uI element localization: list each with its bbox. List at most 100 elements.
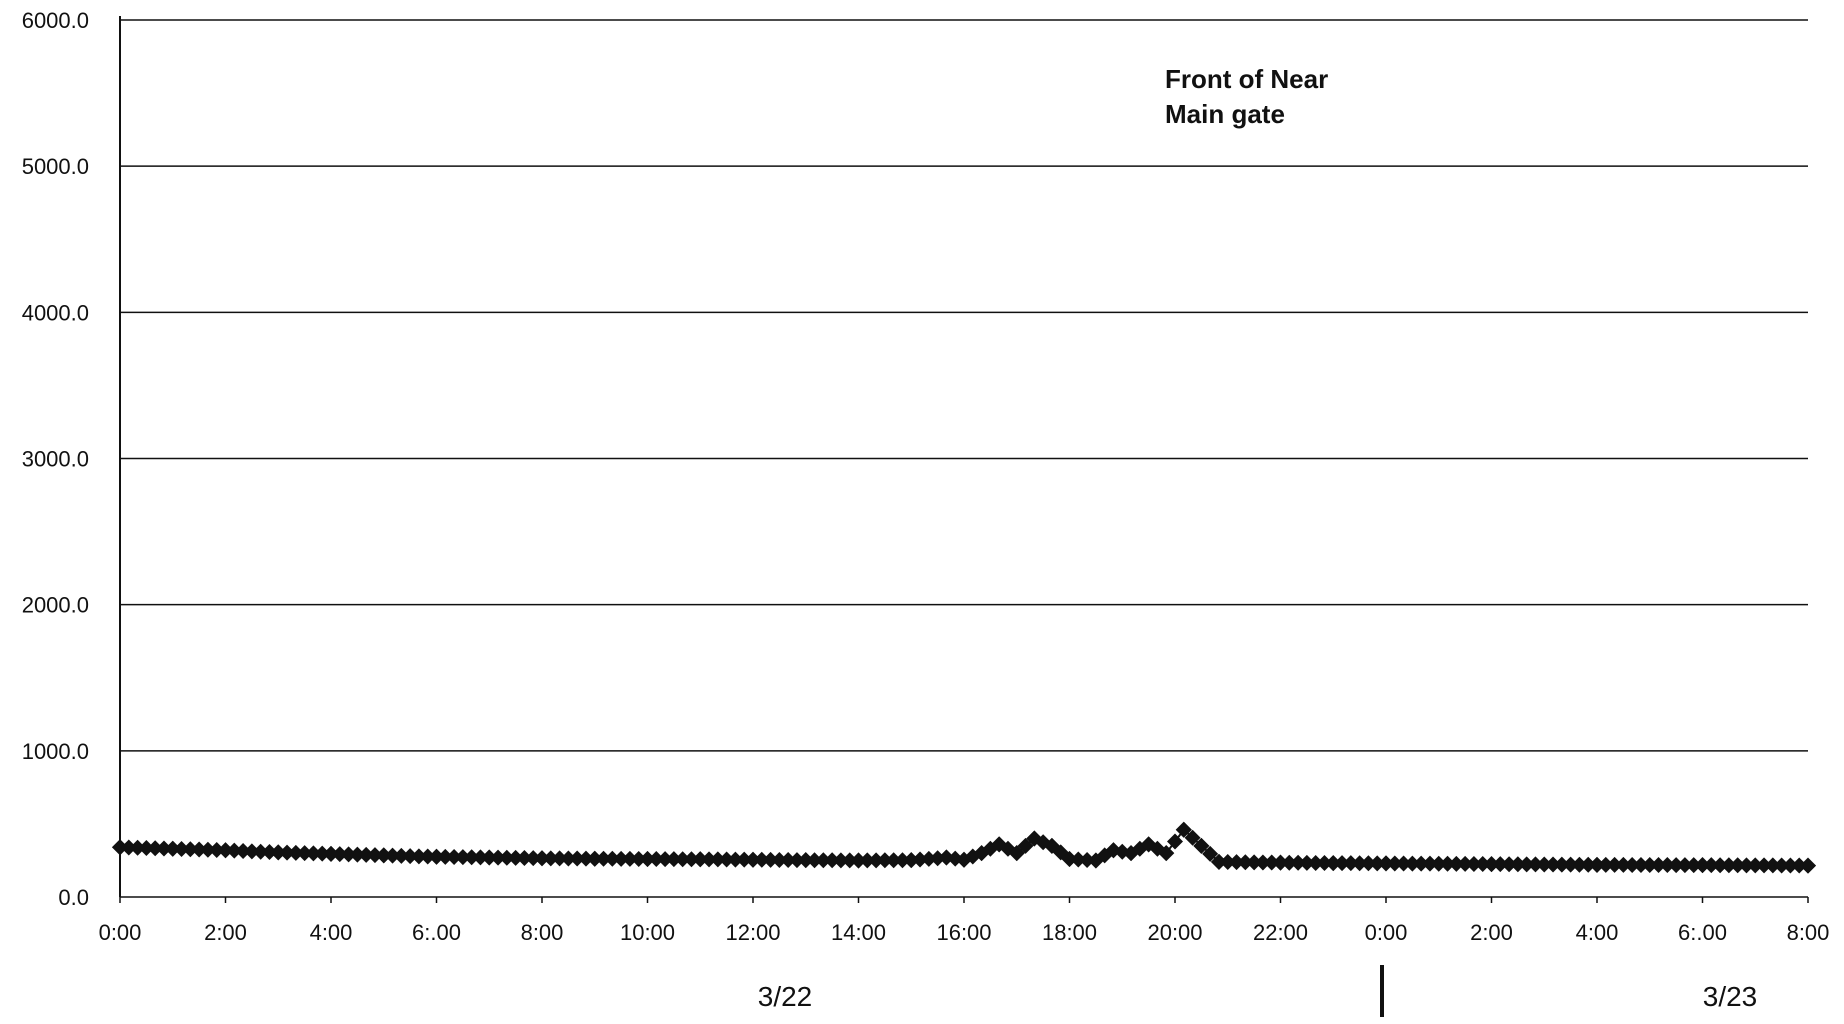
data-point-marker [885,852,902,869]
series-diamond-markers [112,821,1816,874]
data-point-marker [1527,856,1544,873]
data-point-marker [507,849,524,866]
data-point-marker [1562,856,1579,873]
data-point-marker [1615,856,1632,873]
data-point-marker [894,852,911,869]
data-point-marker [1202,845,1219,862]
data-point-marker [1782,857,1799,874]
data-point-marker [454,849,471,866]
data-point-marker [437,848,454,865]
data-point-marker [850,852,867,869]
data-point-marker [1694,857,1711,874]
x-tick-label: 10:00 [620,920,675,945]
data-point-marker [815,852,832,869]
data-point-marker [1210,853,1227,870]
data-point-marker [859,852,876,869]
data-point-marker [665,851,682,868]
data-point-marker [1254,854,1271,871]
x-tick-label: 8:00 [1787,920,1830,945]
data-point-marker [112,839,128,856]
data-point-marker [1483,856,1500,873]
data-point-marker [1298,854,1315,871]
data-point-marker [551,850,568,867]
data-point-marker [780,852,797,869]
data-point-marker [639,850,656,867]
data-point-marker [929,850,946,867]
data-point-marker [261,844,278,861]
data-point-marker [709,851,726,868]
data-point-marker [349,846,366,863]
data-point-marker [1545,856,1562,873]
data-point-marker [868,852,885,869]
data-point-marker [788,852,805,869]
data-point-marker [1659,857,1676,874]
data-point-marker [595,850,612,867]
data-point-marker [419,848,436,865]
data-point-marker [498,849,515,866]
x-tick-label: 4:00 [310,920,353,945]
data-point-marker [314,845,331,862]
data-point-marker [199,841,216,858]
data-point-marker [252,843,269,860]
data-point-marker [393,847,410,864]
data-point-marker [1448,855,1465,872]
data-point-marker [1167,833,1183,850]
gridlines [120,19,1808,898]
data-point-marker [727,851,744,868]
data-point-marker [1413,855,1430,872]
data-point-marker [920,850,937,867]
data-point-marker [305,845,322,862]
data-point-marker [1624,856,1641,873]
data-point-marker [1474,856,1491,873]
data-point-marker [1421,855,1438,872]
data-point-marker [657,851,674,868]
data-point-marker [525,850,542,867]
data-point-marker [1791,857,1808,874]
x-tick-label: 12:00 [725,920,780,945]
x-tick-label: 2:00 [1470,920,1513,945]
data-point-marker [569,850,586,867]
data-point-marker [1553,856,1570,873]
data-point-marker [129,839,146,856]
x-tick-label: 2:00 [204,920,247,945]
data-point-marker [1650,857,1667,874]
data-point-marker [683,851,700,868]
x-tick-label: 6:.00 [412,920,461,945]
data-point-marker [912,851,929,868]
data-point-marker [542,850,559,867]
data-point-marker [1492,856,1509,873]
data-point-marker [841,852,858,869]
data-point-marker [208,841,225,858]
data-point-marker [366,847,383,864]
data-point-marker [340,846,357,863]
data-point-marker [217,842,234,859]
data-point-marker [1738,857,1755,874]
data-point-marker [1061,850,1078,867]
data-point-marker [1079,851,1096,868]
data-point-marker [876,852,893,869]
y-tick-label: 6000.0 [22,8,89,33]
data-point-marker [191,841,208,858]
annotation-line-1: Front of Near [1165,64,1328,94]
data-point-marker [1325,855,1342,872]
data-point-marker [279,844,296,861]
data-point-marker [1184,829,1201,846]
data-point-marker [771,851,788,868]
data-point-marker [797,852,814,869]
data-point-marker [1641,856,1658,873]
data-point-marker [1703,857,1720,874]
data-point-marker [1632,856,1649,873]
data-point-marker [1017,837,1034,854]
data-point-marker [155,840,172,857]
data-point-marker [1008,845,1025,862]
data-point-marker [718,851,735,868]
data-point-marker [516,850,533,867]
x-tick-label: 16:00 [936,920,991,945]
x-tick-label: 22:00 [1253,920,1308,945]
data-point-marker [1219,854,1236,871]
data-point-marker [182,841,199,858]
data-point-marker [604,850,621,867]
data-point-marker [1509,856,1526,873]
data-point-marker [1606,856,1623,873]
